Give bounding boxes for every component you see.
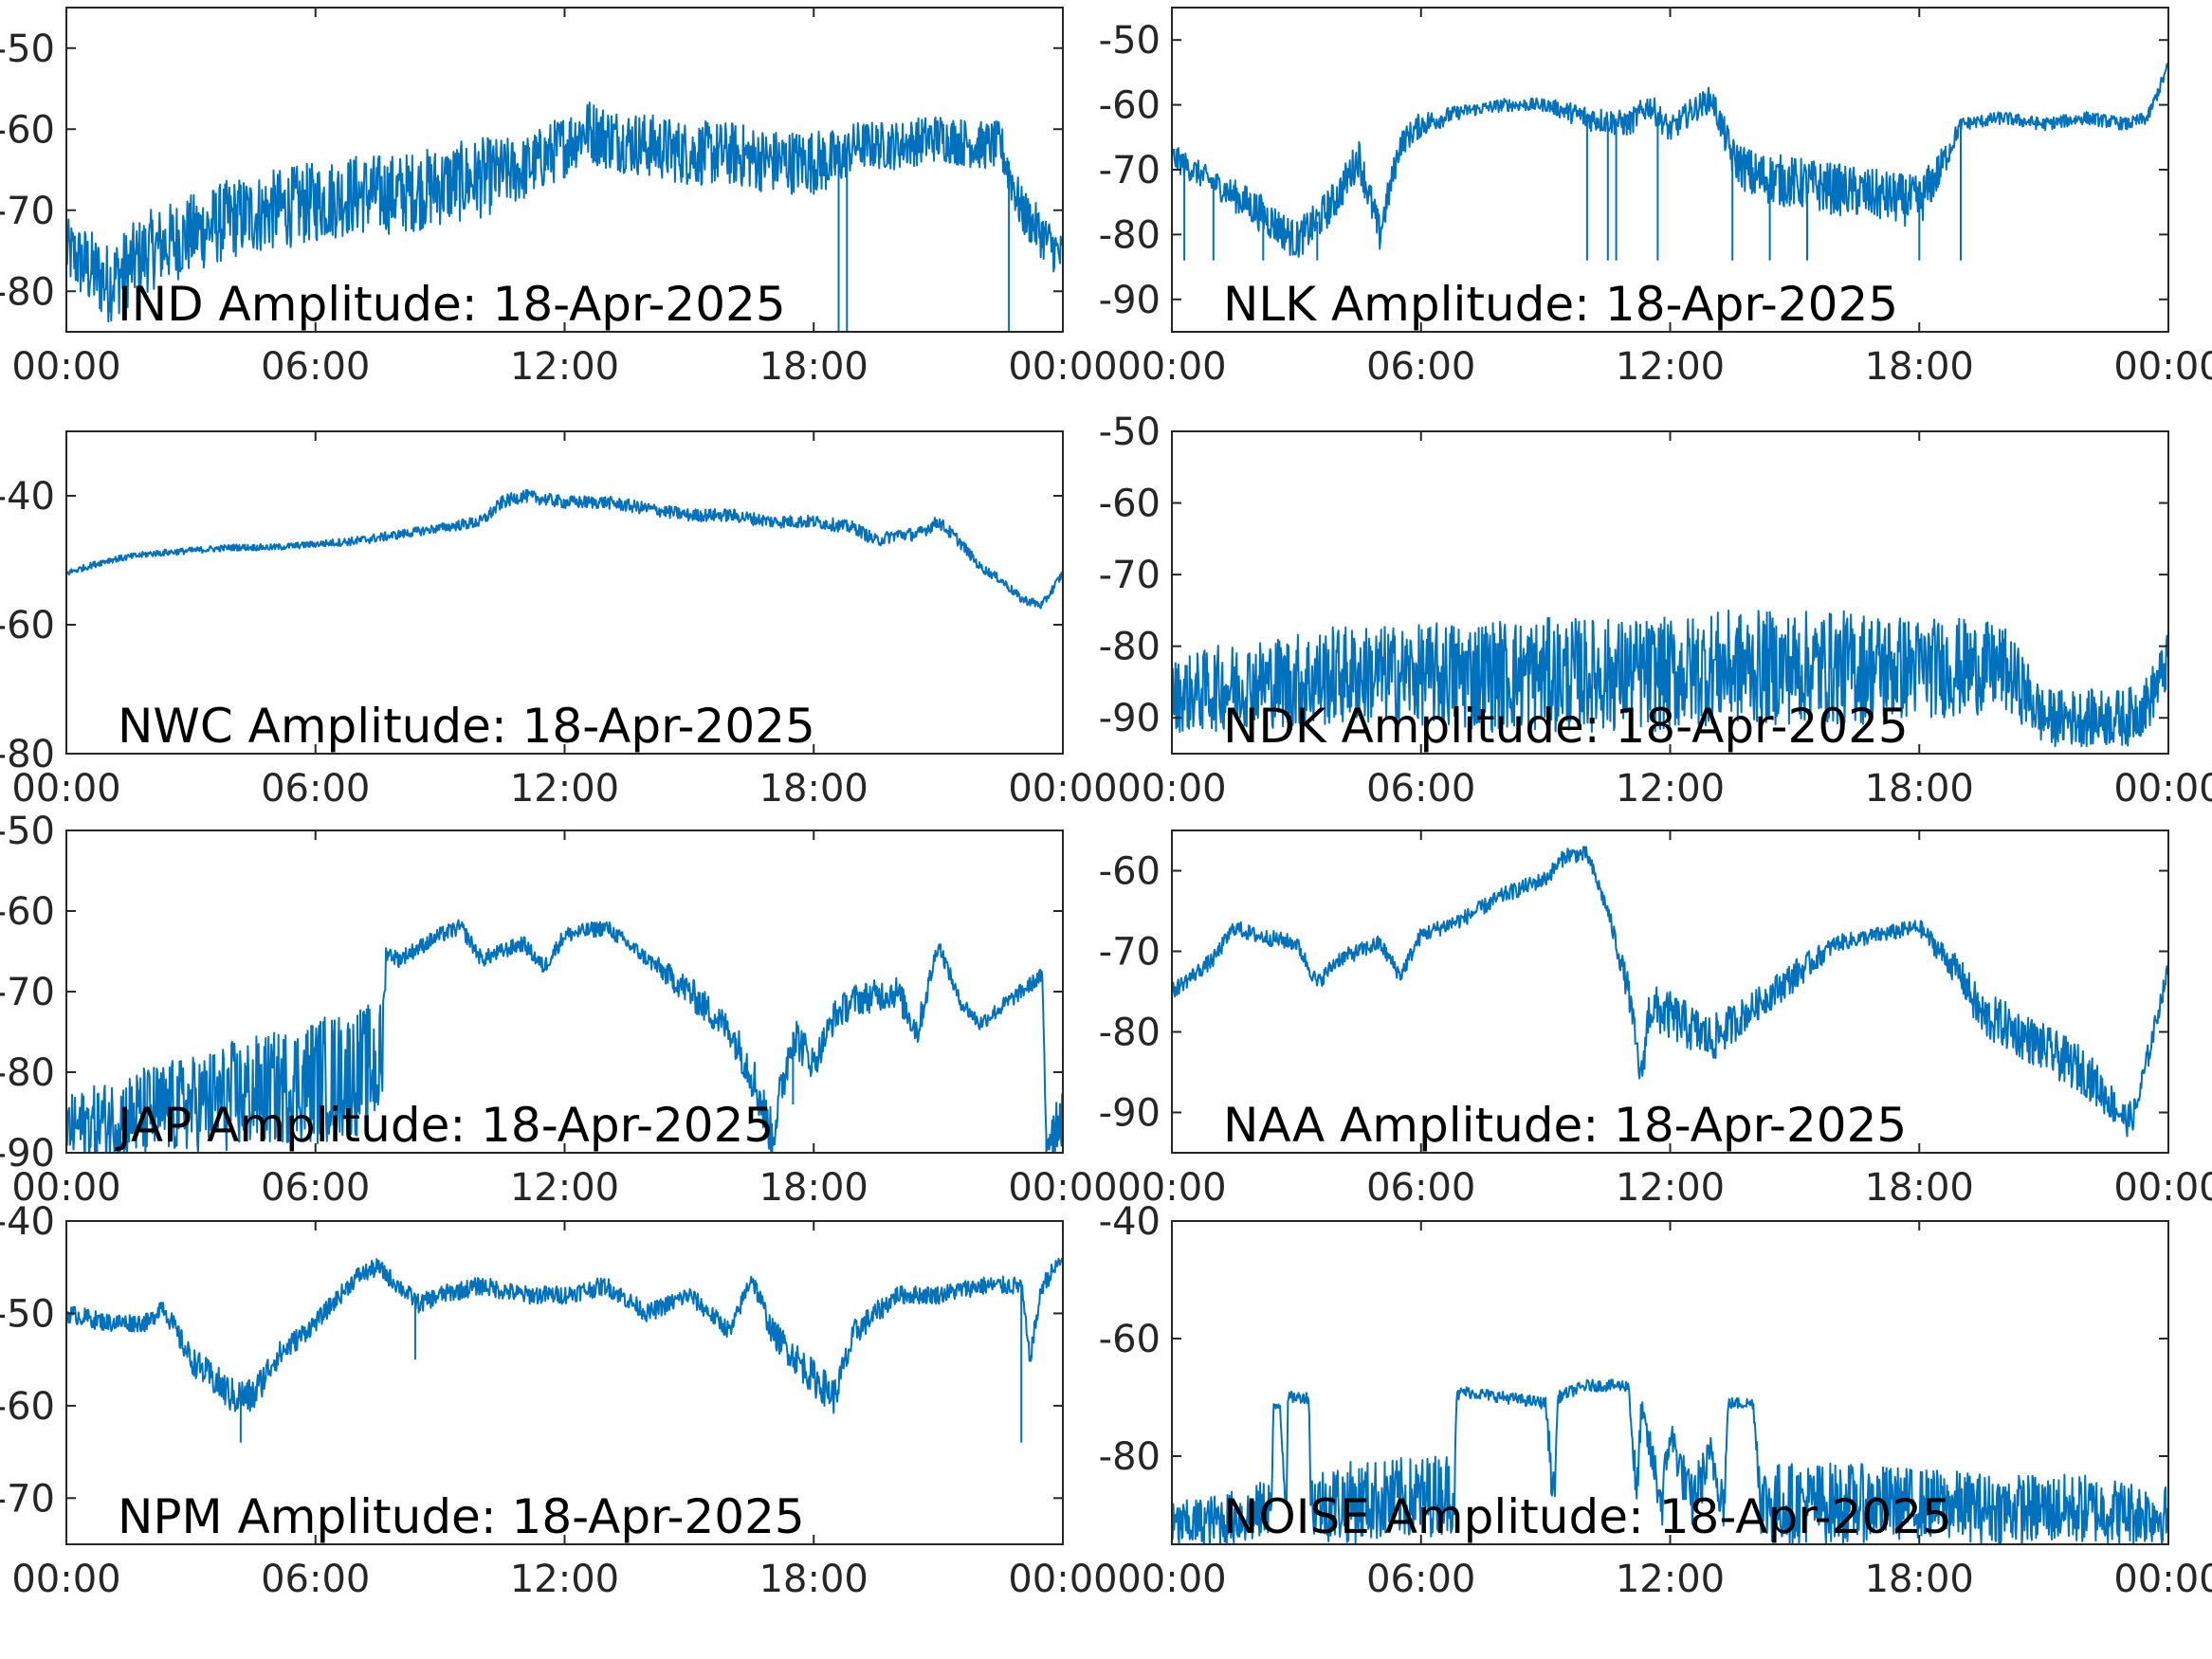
- series-line-noise: [1172, 1378, 2168, 1544]
- x-tick-label: 00:00: [2113, 767, 2212, 811]
- y-tick-label: -80: [1099, 1435, 1161, 1479]
- x-tick-label: 06:00: [261, 767, 370, 811]
- y-tick-label: -70: [1099, 931, 1161, 975]
- x-tick-label: 00:00: [1008, 1558, 1117, 1601]
- y-tick-label: -80: [1099, 626, 1161, 669]
- x-tick-label: 18:00: [759, 767, 868, 811]
- panel-nwc: 00:00 06:00 12:00 18:00 00:00 -40 -60 -80 NWC Am…: [0, 430, 1118, 811]
- x-tick-label: 00:00: [1117, 345, 1226, 389]
- x-tick-label: 06:00: [1366, 1558, 1475, 1601]
- series-line-ind: [66, 101, 1063, 332]
- x-tick-label: 12:00: [1616, 767, 1725, 811]
- y-tick-label: -70: [0, 1477, 55, 1521]
- panel-title: NDK Amplitude: 18-Apr-2025: [1223, 699, 1909, 754]
- y-tick-label: -90: [1099, 1092, 1161, 1136]
- series-line-jap: [66, 919, 1063, 1153]
- panel-ndk: 00:00 06:00 12:00 18:00 00:00 -50 -60 -70 -80 -90…: [1099, 410, 2212, 811]
- panel-title: NOISE Amplitude: 18-Apr-2025: [1223, 1489, 1952, 1544]
- y-tick-label: -60: [0, 1385, 55, 1429]
- x-tick-label: 00:00: [11, 1558, 120, 1601]
- y-tick-label: -80: [1099, 1012, 1161, 1055]
- x-tick-label: 00:00: [2113, 1166, 2212, 1210]
- series-line-npm: [66, 1257, 1063, 1443]
- panel-naa: 00:00 06:00 12:00 18:00 00:00 -60 -70 -80 -90 NAA…: [1099, 830, 2212, 1210]
- y-tick-label: -60: [1099, 483, 1161, 526]
- x-tick-label: 18:00: [1865, 1558, 1974, 1601]
- x-tick-label: 06:00: [1366, 345, 1475, 389]
- x-tick-label: 12:00: [510, 1166, 619, 1210]
- x-tick-label: 06:00: [261, 1166, 370, 1210]
- panel-title: NWC Amplitude: 18-Apr-2025: [118, 699, 815, 754]
- x-tick-label: 12:00: [1616, 345, 1725, 389]
- panel-npm: 00:00 06:00 12:00 18:00 00:00 -40 -50 -60 -70 NPM…: [0, 1200, 1118, 1601]
- x-tick-label: 06:00: [1366, 1166, 1475, 1210]
- y-tick-label: -50: [1099, 19, 1161, 63]
- x-tick-label: 06:00: [1366, 767, 1475, 811]
- y-tick-label: -50: [0, 27, 55, 71]
- y-tick-label: -40: [0, 1200, 55, 1244]
- panel-ind: 00:00 06:00 12:00 18:00 00:00 -50 -60 -70 -80 IND…: [0, 7, 1118, 389]
- x-tick-label: 00:00: [2113, 1558, 2212, 1601]
- x-tick-label: 18:00: [759, 345, 868, 389]
- x-tick-label: 00:00: [2113, 345, 2212, 389]
- y-tick-label: -60: [1099, 1318, 1161, 1361]
- y-tick-label: -70: [0, 971, 55, 1014]
- y-tick-label: -90: [0, 1132, 55, 1176]
- series-line-nlk: [1172, 63, 2168, 261]
- y-tick-label: -60: [0, 890, 55, 934]
- x-tick-label: 12:00: [1616, 1558, 1725, 1601]
- y-tick-label: -60: [0, 108, 55, 152]
- panel-nlk: 00:00 06:00 12:00 18:00 00:00 -50 -60 -70 -80 -90…: [1099, 7, 2212, 389]
- y-tick-label: -50: [0, 1292, 55, 1336]
- y-tick-label: -40: [1099, 1200, 1161, 1244]
- y-tick-label: -80: [1099, 213, 1161, 257]
- panel-title: NLK Amplitude: 18-Apr-2025: [1223, 277, 1898, 332]
- x-tick-label: 00:00: [11, 767, 120, 811]
- y-tick-label: -90: [1099, 279, 1161, 322]
- y-tick-label: -50: [1099, 410, 1161, 454]
- x-tick-label: 06:00: [261, 1558, 370, 1601]
- x-tick-label: 12:00: [510, 1558, 619, 1601]
- x-tick-label: 18:00: [1865, 345, 1974, 389]
- panel-title: JAP Amplitude: 18-Apr-2025: [115, 1098, 774, 1153]
- x-tick-label: 00:00: [1008, 767, 1117, 811]
- x-tick-label: 00:00: [1117, 1558, 1226, 1601]
- panel-title: NPM Amplitude: 18-Apr-2025: [118, 1489, 805, 1544]
- panel-title: IND Amplitude: 18-Apr-2025: [118, 277, 786, 332]
- x-tick-label: 12:00: [1616, 1166, 1725, 1210]
- x-tick-label: 00:00: [11, 1166, 120, 1210]
- x-tick-label: 00:00: [1117, 1166, 1226, 1210]
- x-tick-label: 18:00: [759, 1558, 868, 1601]
- y-tick-label: -70: [1099, 149, 1161, 192]
- y-tick-label: -70: [0, 190, 55, 233]
- y-tick-label: -70: [1099, 554, 1161, 597]
- x-tick-label: 12:00: [510, 345, 619, 389]
- series-line-ndk: [1172, 610, 2168, 748]
- x-tick-label: 18:00: [1865, 767, 1974, 811]
- y-tick-label: -60: [1099, 850, 1161, 894]
- series-line-naa: [1172, 846, 2168, 1138]
- panel-title: NAA Amplitude: 18-Apr-2025: [1223, 1098, 1907, 1153]
- y-tick-label: -90: [1099, 697, 1161, 740]
- y-tick-label: -80: [0, 1051, 55, 1095]
- x-tick-label: 18:00: [759, 1166, 868, 1210]
- panel-noise: 00:00 06:00 12:00 18:00 00:00 -40 -60 -80 NOISE …: [1099, 1200, 2212, 1601]
- y-tick-label: -60: [0, 604, 55, 647]
- x-tick-label: 00:00: [11, 345, 120, 389]
- x-tick-label: 00:00: [1008, 1166, 1117, 1210]
- x-tick-label: 00:00: [1008, 345, 1117, 389]
- y-tick-label: -60: [1099, 84, 1161, 128]
- y-tick-label: -80: [0, 733, 55, 776]
- x-tick-label: 06:00: [261, 345, 370, 389]
- y-tick-label: -80: [0, 270, 55, 314]
- y-tick-label: -50: [0, 810, 55, 853]
- y-tick-label: -40: [0, 475, 55, 519]
- x-tick-label: 12:00: [510, 767, 619, 811]
- series-line-nwc: [66, 488, 1063, 610]
- x-tick-label: 00:00: [1117, 767, 1226, 811]
- x-tick-label: 18:00: [1865, 1166, 1974, 1210]
- panel-jap: 00:00 06:00 12:00 18:00 00:00 -50 -60 -70 -80 -90…: [0, 810, 1118, 1210]
